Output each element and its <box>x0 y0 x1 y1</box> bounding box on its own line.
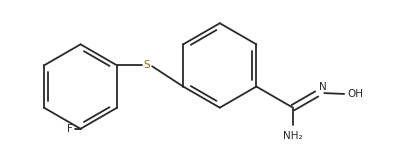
Text: F: F <box>67 124 73 134</box>
Text: N: N <box>319 82 326 92</box>
Text: NH₂: NH₂ <box>283 131 303 141</box>
Text: S: S <box>143 60 150 70</box>
Text: OH: OH <box>347 89 363 99</box>
